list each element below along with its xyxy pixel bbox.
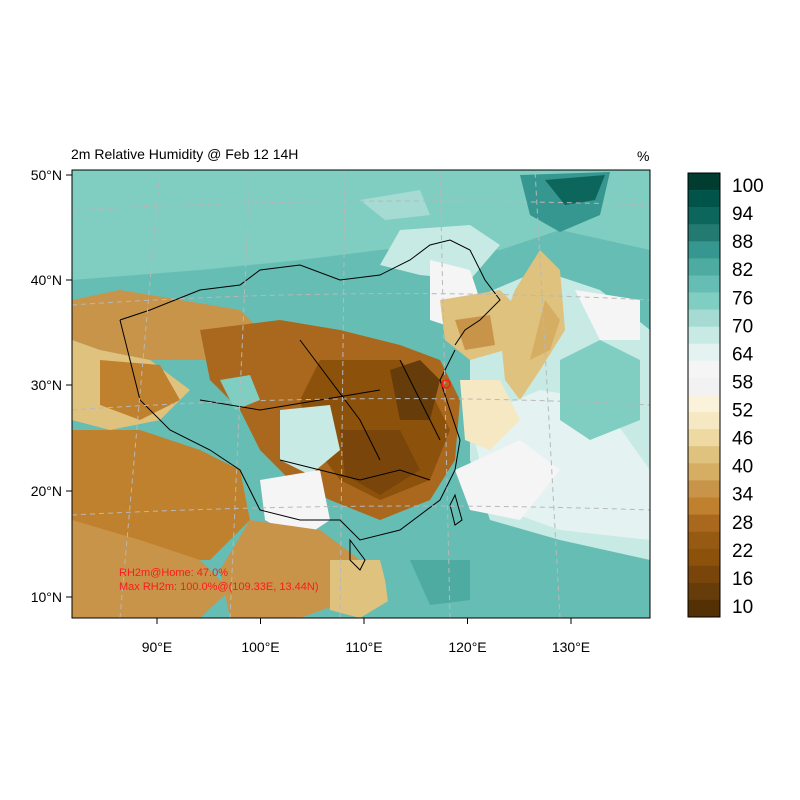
colorbar-swatch (688, 241, 720, 259)
colorbar: 100 94 88 82 76 70 64 58 52 46 40 34 28 22 16 10 (687, 172, 764, 618)
longitude-tick-label: 130°E (552, 639, 590, 655)
colorbar-label: 88 (732, 232, 753, 253)
longitude-tick-label: 90°E (142, 639, 173, 655)
colorbar-swatch (688, 480, 720, 498)
colorbar-swatch (688, 514, 720, 532)
colorbar-swatch (688, 224, 720, 242)
colorbar-label: 70 (732, 316, 753, 337)
colorbar-label: 40 (732, 457, 753, 478)
colorbar-label: 34 (732, 485, 754, 506)
latitude-tick-label: 50°N (31, 167, 62, 183)
colorbar-swatch (688, 395, 720, 413)
latitude-axis: 50°N 40°N 30°N 20°N 10°N (31, 167, 72, 605)
colorbar-swatch (688, 207, 720, 225)
country-borders (119, 239, 501, 571)
colorbar-label: 94 (732, 204, 754, 225)
latitude-tick-label: 10°N (31, 589, 62, 605)
colorbar-label: 76 (732, 288, 753, 309)
colorbar-label: 58 (732, 372, 753, 393)
colorbar-swatch (688, 565, 720, 584)
humidity-field (72, 170, 650, 618)
colorbar-label: 16 (732, 569, 753, 590)
home-location-marker (441, 379, 451, 389)
colorbar-label: 82 (732, 260, 753, 281)
longitude-tick-label: 110°E (345, 639, 382, 655)
colorbar-swatch (688, 173, 720, 191)
colorbar-label: 28 (732, 513, 753, 534)
colorbar-swatch (688, 412, 720, 430)
colorbar-label: 52 (732, 401, 753, 422)
home-humidity-annotation: RH2m@Home: 47.0% (119, 567, 228, 579)
colorbar-swatch (688, 292, 720, 310)
colorbar-swatch (688, 377, 720, 396)
colorbar-swatch (688, 275, 720, 293)
latitude-tick-label: 40°N (31, 272, 62, 288)
colorbar-label: 22 (732, 541, 753, 562)
latitude-tick-label: 20°N (31, 483, 62, 499)
colorbar-swatch (688, 190, 720, 208)
longitude-tick-label: 100°E (241, 639, 279, 655)
plot-frame (71, 169, 651, 619)
colorbar-swatch (688, 326, 720, 345)
colorbar-swatch (688, 497, 720, 515)
map-title: 2m Relative Humidity @ Feb 12 14H (71, 146, 299, 162)
longitude-axis: 90°E 100°E 110°E 120°E 130°E (142, 618, 590, 655)
graticule (72, 170, 650, 618)
latitude-tick-label: 30°N (31, 377, 62, 393)
colorbar-swatch (688, 463, 720, 481)
colorbar-swatch (688, 343, 720, 362)
colorbar-swatch (688, 309, 720, 327)
colorbar-swatch (688, 258, 720, 276)
colorbar-swatch (688, 531, 720, 549)
colorbar-label: 10 (732, 597, 753, 618)
colorbar-swatch (688, 446, 720, 464)
colorbar-label: 100 (732, 176, 764, 197)
colorbar-swatch (688, 360, 720, 379)
longitude-tick-label: 120°E (448, 639, 486, 655)
colorbar-swatch (688, 429, 720, 447)
colorbar-swatch (688, 548, 720, 567)
colorbar-swatch (688, 599, 720, 618)
colorbar-swatch (688, 582, 720, 601)
colorbar-label: 64 (732, 344, 754, 365)
colorbar-label: 46 (732, 429, 753, 450)
unit-label: % (637, 148, 650, 164)
colorbar-frame (687, 172, 721, 618)
max-humidity-annotation: Max RH2m: 100.0%@(109.33E, 13.44N) (119, 581, 318, 593)
